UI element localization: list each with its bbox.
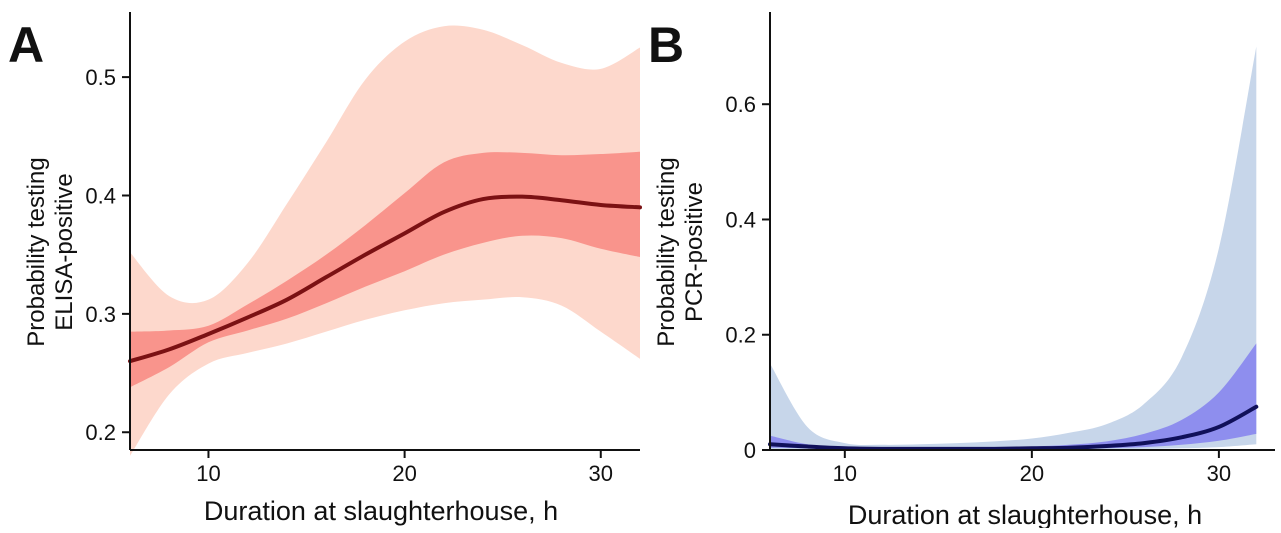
panel-a-y-tick-label: 0.4 — [85, 183, 116, 208]
panel-b-axes: 0 0.2 0.4 0.6 10 20 30 — [725, 12, 1275, 486]
panel-a-x-tick-label: 10 — [196, 461, 220, 486]
panel-a-estimate-line — [128, 194, 642, 364]
panel-b-estimate-line — [768, 404, 1259, 451]
panel-a-letter: A — [8, 17, 44, 73]
panel-b-estimate-curve — [768, 404, 1259, 451]
panel-a-estimate-curve — [128, 194, 642, 364]
panel-a: A 0.2 0.3 0.4 0.5 10 20 30 Probability testing… — [8, 12, 642, 526]
panel-b-inner-band — [770, 343, 1257, 450]
panel-b-x-tick-label: 10 — [833, 461, 857, 486]
panel-b-ylabel-line1: Probability testing — [653, 157, 680, 346]
panel-b-x-tick-label: 30 — [1207, 461, 1231, 486]
panel-a-ylabel-line1: Probability testing — [23, 157, 50, 346]
panel-a-xlabel: Duration at slaughterhouse, h — [204, 496, 558, 526]
panel-a-ylabel-line2: ELISA-positive — [51, 173, 78, 330]
panel-a-x-tick-label: 20 — [392, 461, 416, 486]
panel-b: B 0 0.2 0.4 0.6 10 20 30 Probability testing P… — [648, 12, 1275, 530]
panel-a-y-tick-label: 0.5 — [85, 65, 116, 90]
panel-a-y-tick-label: 0.2 — [85, 420, 116, 445]
panel-b-y-tick-label: 0 — [744, 438, 756, 463]
panel-a-x-tick-label: 30 — [589, 461, 613, 486]
panel-b-outer-band — [770, 46, 1257, 450]
panel-b-y-tick-label: 0.2 — [725, 323, 756, 348]
panel-a-inner-band — [130, 151, 640, 388]
panel-b-letter: B — [648, 17, 684, 73]
panel-b-y-tick-label: 0.6 — [725, 92, 756, 117]
panel-b-y-tick-label: 0.4 — [725, 207, 756, 232]
panel-a-y-tick-label: 0.3 — [85, 302, 116, 327]
panel-b-confidence-bands — [770, 46, 1257, 450]
panel-b-x-tick-label: 20 — [1020, 461, 1044, 486]
panel-b-xlabel: Duration at slaughterhouse, h — [848, 500, 1202, 528]
panel-a-confidence-bands — [130, 25, 640, 456]
panel-a-axes: 0.2 0.3 0.4 0.5 10 20 30 — [85, 12, 640, 486]
panel-b-ylabel-line2: PCR-positive — [681, 182, 708, 322]
